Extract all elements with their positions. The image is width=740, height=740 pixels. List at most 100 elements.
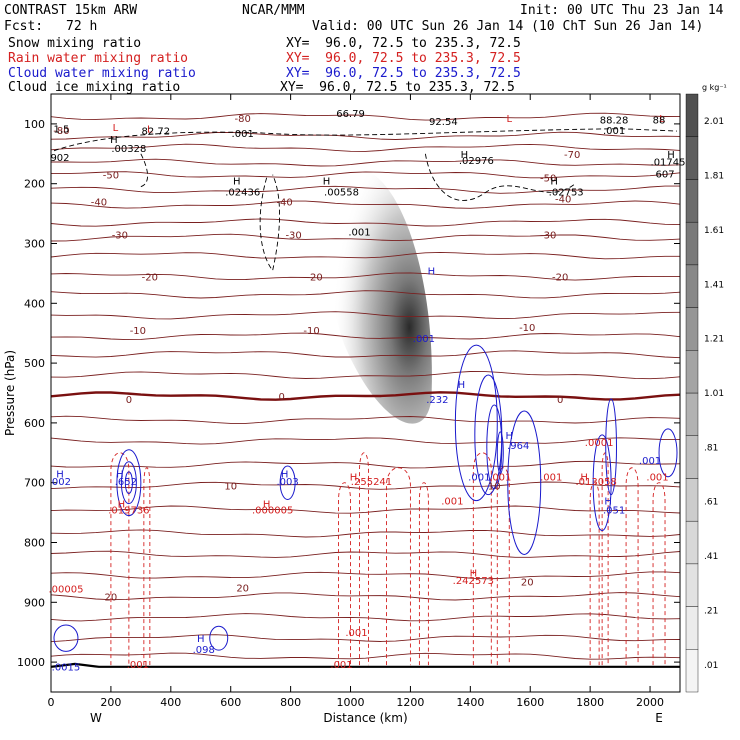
forecast-label: Fcst:	[4, 19, 44, 34]
y-tick-label: 1000	[17, 656, 45, 669]
contour-value-label: .242573	[453, 576, 494, 587]
colorbar-label: 1.41	[704, 280, 724, 290]
field-snow-xy: XY= 96.0, 72.5 to 235.3, 72.5	[286, 36, 521, 51]
contour-value-label: .02753	[549, 187, 584, 198]
contour-value-label: .001	[413, 334, 435, 345]
contour-value-label: 902	[50, 153, 69, 164]
extremum-marker: H	[470, 568, 478, 579]
colorbar-swatch	[685, 93, 699, 137]
isotherm-line	[50, 251, 680, 260]
extremum-marker: H	[461, 150, 469, 161]
colorbar-label: .21	[704, 606, 718, 616]
x-tick-label: 1200	[396, 696, 424, 709]
extremum-marker: H	[428, 266, 436, 277]
contour-value-label: .001	[330, 660, 352, 671]
isotherm-line	[50, 233, 681, 242]
extremum-marker: H	[667, 150, 675, 161]
cloud-water-contour	[592, 434, 612, 532]
contour-value-label: .003	[276, 477, 298, 488]
colorbar-swatch	[685, 307, 699, 351]
west-label: W	[90, 711, 102, 725]
extremum-marker: H	[110, 135, 118, 146]
isotherm-label: -10	[519, 323, 535, 334]
isotherm-label: -10	[303, 326, 319, 337]
isotherm-label: 20	[236, 583, 249, 594]
contour-value-label: .001	[603, 126, 625, 137]
extremum-marker: H	[350, 473, 358, 484]
isotherm-label: -30	[285, 231, 301, 242]
isotherm-label: 0	[278, 392, 284, 403]
isotherm-label: -20	[552, 272, 568, 283]
isotherm-label: 10	[224, 482, 237, 493]
extremum-marker: H	[118, 500, 126, 511]
isotherm-line	[51, 158, 681, 167]
rain-contour	[338, 482, 351, 666]
isotherm-line	[50, 571, 681, 580]
contour-value-label: .255241	[351, 477, 392, 488]
colorbar-swatch	[685, 179, 699, 223]
contour-value-label: .0001	[585, 438, 614, 449]
field-rain-xy: XY= 96.0, 72.5 to 235.3, 72.5	[286, 51, 521, 66]
colorbar-label: 1.01	[704, 389, 724, 399]
snow-shading	[329, 169, 432, 424]
contour-value-label: .098	[193, 645, 215, 656]
cloud-water-contour	[486, 404, 503, 490]
contour-value-label: .232	[426, 395, 448, 406]
y-tick-label: 500	[24, 357, 45, 370]
y-tick-label: 200	[24, 178, 45, 191]
x-tick-label: 1000	[337, 696, 365, 709]
isotherm-label: -40	[555, 195, 571, 206]
field-snow-name: Snow mixing ratio	[8, 36, 142, 51]
forecast-hour: 72 h	[66, 19, 98, 34]
isotherm-line	[50, 652, 681, 660]
contour-value-label: .001	[646, 473, 668, 484]
colorbar-swatch	[685, 136, 699, 180]
x-tick-label: 1600	[516, 696, 544, 709]
contour-value-label: .00005	[48, 585, 83, 596]
contour-value-label: 66.79	[336, 109, 365, 120]
rain-contour	[601, 452, 609, 666]
rain-contour	[418, 482, 429, 666]
extremum-marker: H	[604, 497, 612, 508]
extremum-marker: H	[56, 470, 64, 481]
extremum-marker: H	[233, 177, 241, 188]
isotherm-line	[50, 218, 681, 227]
extremum-marker: H	[323, 177, 331, 188]
y-tick-label: 400	[24, 297, 45, 310]
isotherm-line	[50, 272, 680, 281]
isotherm-label: -20	[306, 272, 322, 283]
field-cloudice-name: Cloud ice mixing ratio	[8, 80, 181, 95]
y-tick-label: 900	[24, 596, 45, 609]
east-label: E	[655, 711, 663, 725]
rain-contour	[589, 482, 600, 666]
contour-value-label: .013058	[575, 477, 616, 488]
contour-value-label: 607	[655, 170, 674, 181]
isotherm-line	[50, 371, 681, 380]
isotherm-label: 10	[488, 482, 501, 493]
colorbar-swatch	[685, 520, 699, 565]
cloud-water-contour	[209, 625, 229, 651]
isotherm-label: -30	[540, 231, 556, 242]
rain-contour	[143, 467, 151, 666]
contour-value-label: .001	[232, 129, 254, 140]
colorbar-swatch	[685, 478, 699, 522]
isotherm-line	[50, 350, 681, 359]
contour-value-label: .051	[603, 506, 625, 517]
rain-contour	[386, 467, 411, 666]
colorbar-swatch	[685, 435, 699, 479]
contour-value-label: 82.72	[142, 126, 171, 137]
x-tick-label: 800	[280, 696, 301, 709]
contour-value-label: .001	[348, 228, 370, 239]
colorbar-swatch	[685, 392, 699, 436]
isotherm-line	[50, 592, 681, 601]
colorbar-swatch	[685, 649, 699, 693]
isotherm-line	[50, 460, 681, 469]
isotherm-line	[50, 112, 681, 121]
cloud-water-contour	[658, 428, 678, 478]
x-axis-label: Distance (km)	[323, 711, 407, 725]
colorbar-label: 1.21	[704, 335, 724, 345]
cloud-water-contour	[120, 461, 137, 505]
colorbar-label: 1.61	[704, 226, 724, 236]
extremum-marker: H	[506, 431, 514, 442]
contour-value-label: .019736	[108, 506, 149, 517]
